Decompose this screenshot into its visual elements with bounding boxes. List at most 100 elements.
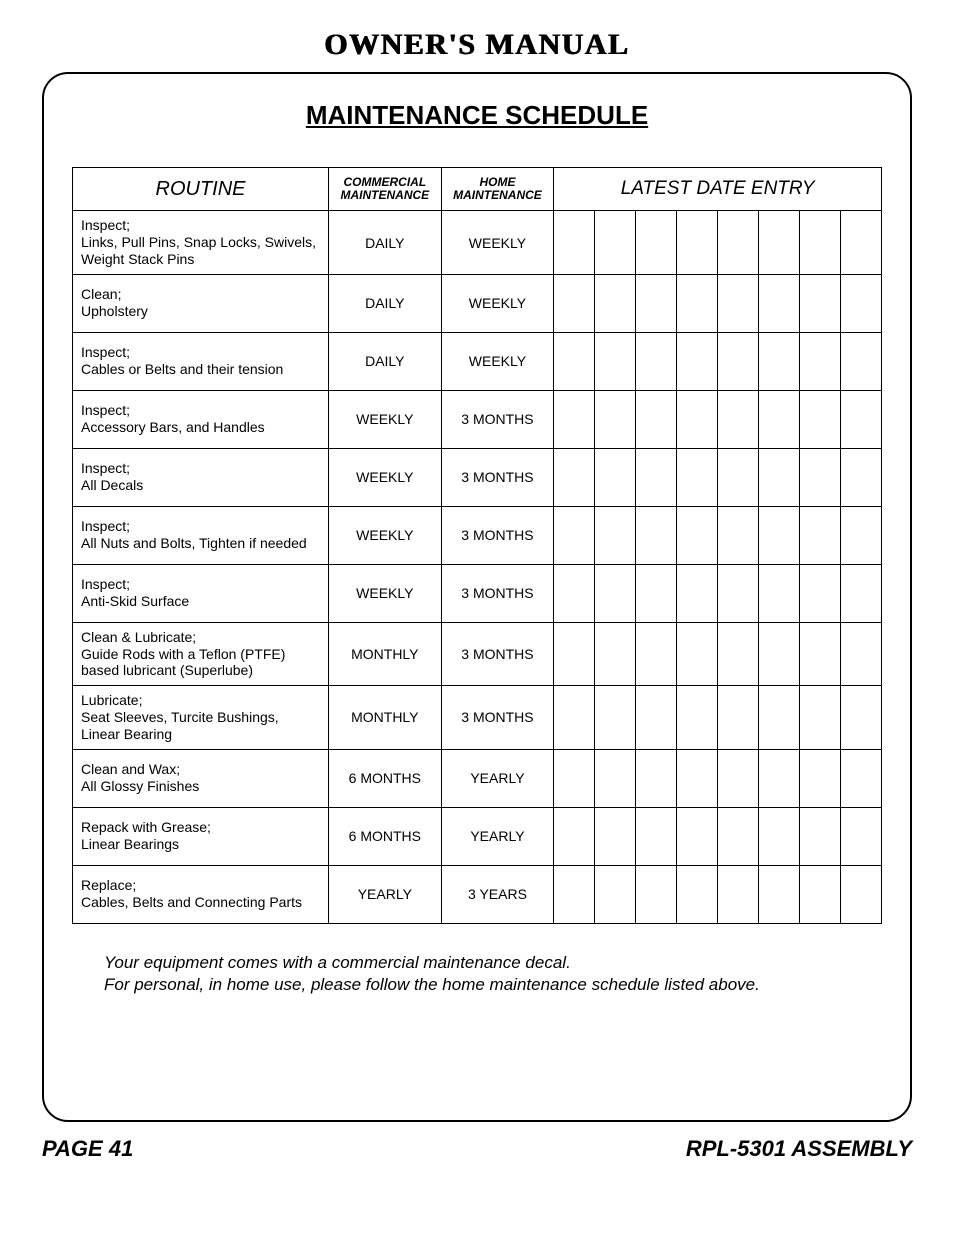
date-entry-cell[interactable] xyxy=(677,211,718,274)
date-entry-cell[interactable] xyxy=(718,564,759,622)
date-entry-cell[interactable] xyxy=(759,564,800,622)
date-entry-cell[interactable] xyxy=(840,506,881,564)
date-entry-cell[interactable] xyxy=(636,622,677,685)
document-title: OWNER'S MANUAL xyxy=(42,28,912,62)
date-entry-cell[interactable] xyxy=(677,448,718,506)
date-entry-cell[interactable] xyxy=(677,865,718,923)
date-entry-cell[interactable] xyxy=(840,622,881,685)
date-entry-cell[interactable] xyxy=(636,506,677,564)
date-entry-cell[interactable] xyxy=(800,564,841,622)
date-entry-cell[interactable] xyxy=(636,274,677,332)
date-entry-cell[interactable] xyxy=(554,448,595,506)
date-entry-cell[interactable] xyxy=(800,749,841,807)
date-entry-cell[interactable] xyxy=(595,211,636,274)
date-entry-cell[interactable] xyxy=(800,390,841,448)
date-entry-cell[interactable] xyxy=(595,622,636,685)
home-cell: 3 MONTHS xyxy=(441,448,554,506)
date-entry-cell[interactable] xyxy=(840,807,881,865)
date-entry-cell[interactable] xyxy=(595,506,636,564)
date-entry-cell[interactable] xyxy=(800,448,841,506)
date-entry-cell[interactable] xyxy=(840,274,881,332)
home-cell: 3 MONTHS xyxy=(441,686,554,749)
date-entry-cell[interactable] xyxy=(718,622,759,685)
date-entry-cell[interactable] xyxy=(840,332,881,390)
date-entry-cell[interactable] xyxy=(800,865,841,923)
date-entry-cell[interactable] xyxy=(759,749,800,807)
date-entry-cell[interactable] xyxy=(677,749,718,807)
date-entry-cell[interactable] xyxy=(636,686,677,749)
date-entry-cell[interactable] xyxy=(840,564,881,622)
date-entry-cell[interactable] xyxy=(554,686,595,749)
date-entry-cell[interactable] xyxy=(554,622,595,685)
date-entry-cell[interactable] xyxy=(636,865,677,923)
date-entry-cell[interactable] xyxy=(677,622,718,685)
date-entry-cell[interactable] xyxy=(718,865,759,923)
date-entry-cell[interactable] xyxy=(554,807,595,865)
date-entry-cell[interactable] xyxy=(636,564,677,622)
date-entry-cell[interactable] xyxy=(595,749,636,807)
date-entry-cell[interactable] xyxy=(800,274,841,332)
date-entry-cell[interactable] xyxy=(636,332,677,390)
date-entry-cell[interactable] xyxy=(840,865,881,923)
date-entry-cell[interactable] xyxy=(677,564,718,622)
date-entry-cell[interactable] xyxy=(554,865,595,923)
date-entry-cell[interactable] xyxy=(800,332,841,390)
date-entry-cell[interactable] xyxy=(759,448,800,506)
date-entry-cell[interactable] xyxy=(677,390,718,448)
date-entry-cell[interactable] xyxy=(677,807,718,865)
date-entry-cell[interactable] xyxy=(595,274,636,332)
date-entry-cell[interactable] xyxy=(800,807,841,865)
date-entry-cell[interactable] xyxy=(759,211,800,274)
date-entry-cell[interactable] xyxy=(718,274,759,332)
date-entry-cell[interactable] xyxy=(718,211,759,274)
date-entry-cell[interactable] xyxy=(759,807,800,865)
date-entry-cell[interactable] xyxy=(677,506,718,564)
date-entry-cell[interactable] xyxy=(840,448,881,506)
date-entry-cell[interactable] xyxy=(554,332,595,390)
date-entry-cell[interactable] xyxy=(554,564,595,622)
date-entry-cell[interactable] xyxy=(595,564,636,622)
date-entry-cell[interactable] xyxy=(759,865,800,923)
date-entry-cell[interactable] xyxy=(554,749,595,807)
date-entry-cell[interactable] xyxy=(840,749,881,807)
date-entry-cell[interactable] xyxy=(718,332,759,390)
date-entry-cell[interactable] xyxy=(718,807,759,865)
date-entry-cell[interactable] xyxy=(636,390,677,448)
date-entry-cell[interactable] xyxy=(677,686,718,749)
date-entry-cell[interactable] xyxy=(718,749,759,807)
date-entry-cell[interactable] xyxy=(718,686,759,749)
date-entry-cell[interactable] xyxy=(759,686,800,749)
date-entry-cell[interactable] xyxy=(840,390,881,448)
date-entry-cell[interactable] xyxy=(718,506,759,564)
date-entry-cell[interactable] xyxy=(759,622,800,685)
date-entry-cell[interactable] xyxy=(759,390,800,448)
date-entry-cell[interactable] xyxy=(636,807,677,865)
date-entry-cell[interactable] xyxy=(677,332,718,390)
date-entry-cell[interactable] xyxy=(595,448,636,506)
date-entry-cell[interactable] xyxy=(554,274,595,332)
date-entry-cell[interactable] xyxy=(636,211,677,274)
date-entry-cell[interactable] xyxy=(595,686,636,749)
date-entry-cell[interactable] xyxy=(554,211,595,274)
date-entry-cell[interactable] xyxy=(840,686,881,749)
date-entry-cell[interactable] xyxy=(595,390,636,448)
date-entry-cell[interactable] xyxy=(718,390,759,448)
date-entry-cell[interactable] xyxy=(636,448,677,506)
date-entry-cell[interactable] xyxy=(800,622,841,685)
date-entry-cell[interactable] xyxy=(595,807,636,865)
date-entry-cell[interactable] xyxy=(554,390,595,448)
date-entry-cell[interactable] xyxy=(554,506,595,564)
date-entry-cell[interactable] xyxy=(636,749,677,807)
date-entry-cell[interactable] xyxy=(718,448,759,506)
date-entry-cell[interactable] xyxy=(759,506,800,564)
date-entry-cell[interactable] xyxy=(800,506,841,564)
date-entry-cell[interactable] xyxy=(677,274,718,332)
date-entry-cell[interactable] xyxy=(759,274,800,332)
date-entry-cell[interactable] xyxy=(840,211,881,274)
routine-cell: Lubricate;Seat Sleeves, Turcite Bushings… xyxy=(73,686,329,749)
date-entry-cell[interactable] xyxy=(595,332,636,390)
date-entry-cell[interactable] xyxy=(800,686,841,749)
date-entry-cell[interactable] xyxy=(759,332,800,390)
date-entry-cell[interactable] xyxy=(595,865,636,923)
date-entry-cell[interactable] xyxy=(800,211,841,274)
